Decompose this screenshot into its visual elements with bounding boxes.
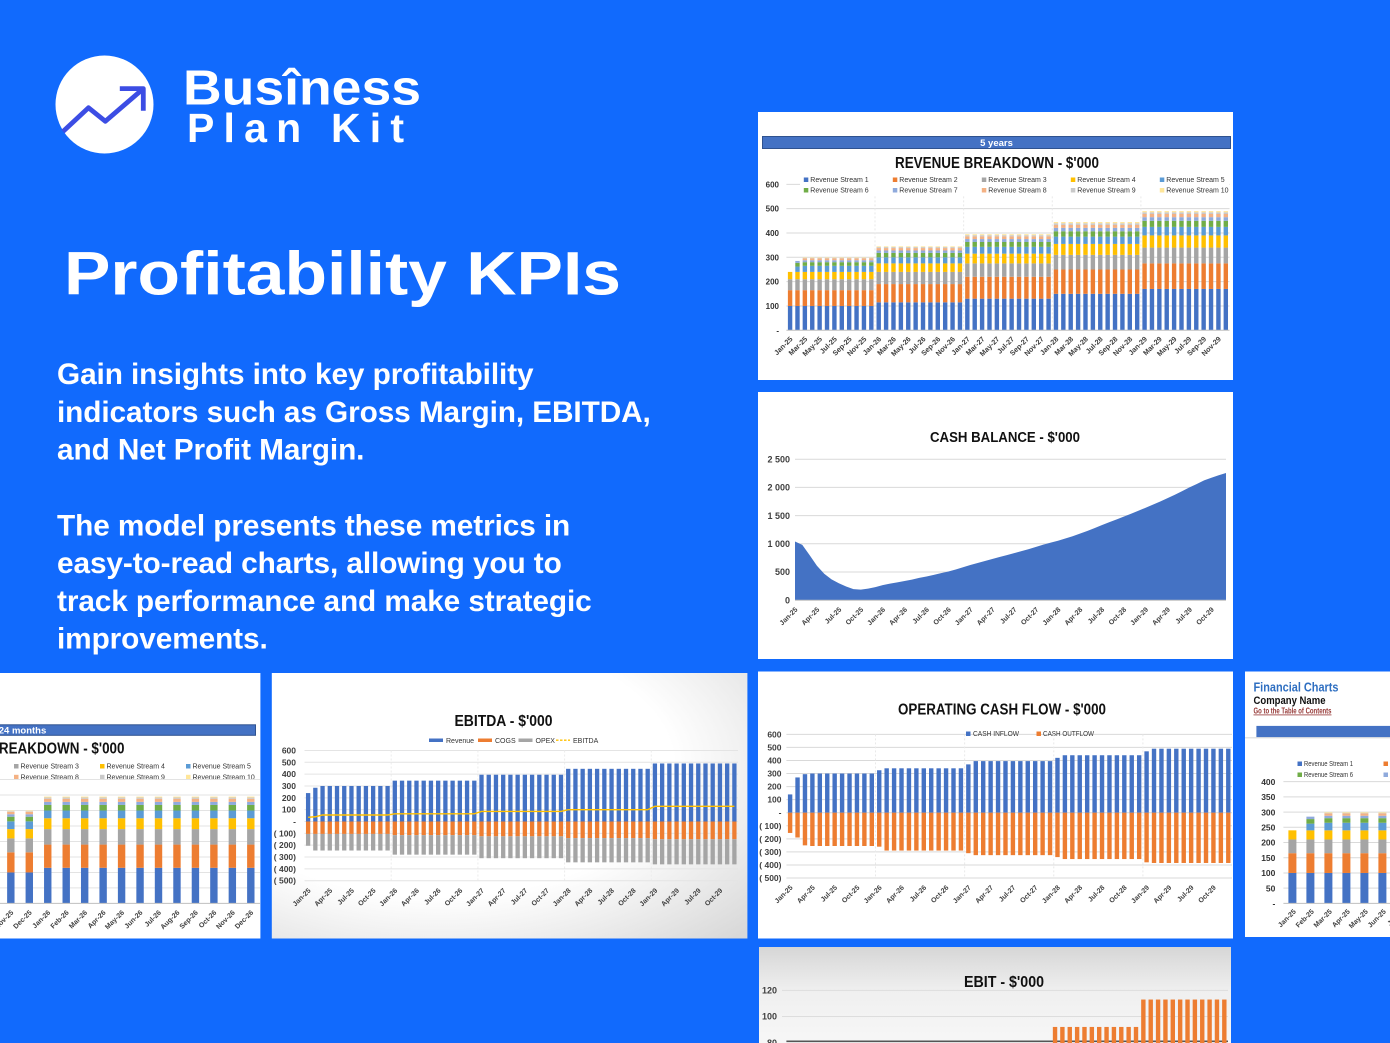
svg-text:Revenue Stream 6: Revenue Stream 6 xyxy=(1304,772,1353,779)
svg-text:EBIT - $'000: EBIT - $'000 xyxy=(964,974,1044,991)
svg-text:REVENUE BREAKDOWN - $'000: REVENUE BREAKDOWN - $'000 xyxy=(895,155,1099,172)
svg-text:easy-to-read charts, allowing: easy-to-read charts, allowing you to xyxy=(57,547,562,580)
svg-text:Revenue Stream 9: Revenue Stream 9 xyxy=(1077,188,1135,195)
svg-text:100: 100 xyxy=(766,302,780,311)
svg-text:Revenue Stream 3: Revenue Stream 3 xyxy=(988,177,1046,184)
svg-text:1 500: 1 500 xyxy=(767,511,790,521)
svg-text:24 months: 24 months xyxy=(0,726,46,737)
svg-text:250: 250 xyxy=(1261,823,1275,833)
svg-text:200: 200 xyxy=(766,278,780,287)
svg-text:100: 100 xyxy=(282,805,296,815)
svg-text:2 500: 2 500 xyxy=(767,454,790,464)
svg-text:120: 120 xyxy=(762,986,777,996)
svg-text:Financial Charts: Financial Charts xyxy=(1254,681,1339,695)
svg-text:REVENUE BREAKDOWN - $'000: REVENUE BREAKDOWN - $'000 xyxy=(0,741,125,758)
svg-text:( 200): ( 200) xyxy=(274,840,296,850)
svg-text:50: 50 xyxy=(1266,883,1276,893)
svg-text:Busîness: Busîness xyxy=(183,62,421,116)
svg-text:( 400): ( 400) xyxy=(759,860,781,870)
svg-text:Profitability KPIs: Profitability KPIs xyxy=(64,240,621,308)
svg-text:track performance and make str: track performance and make strategic xyxy=(57,585,592,618)
svg-text:Revenue Stream 9: Revenue Stream 9 xyxy=(107,774,165,781)
svg-text:Go to the Table of Contents: Go to the Table of Contents xyxy=(1254,707,1332,716)
svg-text:200: 200 xyxy=(282,793,296,803)
svg-text:5 years: 5 years xyxy=(980,138,1013,149)
svg-text:300: 300 xyxy=(766,253,780,262)
svg-text:100: 100 xyxy=(762,1012,777,1022)
svg-text:( 100): ( 100) xyxy=(759,821,781,831)
svg-text:Revenue Stream 5: Revenue Stream 5 xyxy=(1166,177,1224,184)
svg-text:-: - xyxy=(293,817,296,827)
svg-text:( 300): ( 300) xyxy=(759,847,781,857)
svg-text:Revenue Stream 8: Revenue Stream 8 xyxy=(21,774,79,781)
svg-text:0: 0 xyxy=(785,595,790,605)
svg-text:Revenue Stream 1: Revenue Stream 1 xyxy=(1304,761,1353,768)
svg-text:500: 500 xyxy=(767,742,781,752)
svg-text:( 500): ( 500) xyxy=(759,873,781,883)
svg-text:-: - xyxy=(1273,899,1276,909)
svg-text:350: 350 xyxy=(1261,792,1275,802)
svg-text:Revenue Stream 6: Revenue Stream 6 xyxy=(810,188,868,195)
svg-text:200: 200 xyxy=(767,782,781,792)
svg-text:Revenue Stream 10: Revenue Stream 10 xyxy=(193,774,255,781)
svg-text:Revenue Stream 7: Revenue Stream 7 xyxy=(899,188,957,195)
svg-text:Revenue Stream 1: Revenue Stream 1 xyxy=(810,177,868,184)
svg-text:300: 300 xyxy=(1261,807,1275,817)
svg-text:300: 300 xyxy=(282,781,296,791)
svg-text:COGS: COGS xyxy=(495,738,516,745)
svg-text:Revenue Stream 2: Revenue Stream 2 xyxy=(899,177,957,184)
svg-text:-: - xyxy=(779,808,782,818)
svg-text:Revenue Stream 8: Revenue Stream 8 xyxy=(988,188,1046,195)
svg-text:Revenue Stream 10: Revenue Stream 10 xyxy=(1166,188,1228,195)
svg-text:80: 80 xyxy=(767,1038,777,1043)
svg-text:EBITDA: EBITDA xyxy=(573,738,599,745)
svg-text:600: 600 xyxy=(766,180,780,189)
svg-text:( 200): ( 200) xyxy=(759,834,781,844)
svg-text:100: 100 xyxy=(1261,868,1275,878)
svg-text:600: 600 xyxy=(767,729,781,739)
svg-text:200: 200 xyxy=(1261,838,1275,848)
svg-text:The model presents these metri: The model presents these metrics in xyxy=(57,509,570,542)
svg-text:500: 500 xyxy=(775,567,790,577)
svg-text:Revenue Stream 3: Revenue Stream 3 xyxy=(21,764,79,771)
svg-text:CASH OUTFLOW: CASH OUTFLOW xyxy=(1043,731,1094,738)
svg-text:EBITDA - $'000: EBITDA - $'000 xyxy=(455,713,553,730)
svg-text:400: 400 xyxy=(282,769,296,779)
svg-text:300: 300 xyxy=(767,769,781,779)
svg-text:( 300): ( 300) xyxy=(274,852,296,862)
svg-text:( 100): ( 100) xyxy=(274,828,296,838)
svg-text:( 500): ( 500) xyxy=(274,876,296,886)
svg-text:Gain insights into key profita: Gain insights into key profitability xyxy=(57,358,534,391)
svg-text:Revenue Stream 4: Revenue Stream 4 xyxy=(1077,177,1135,184)
svg-text:and Net Profit Margin.: and Net Profit Margin. xyxy=(57,434,364,467)
svg-text:improvements.: improvements. xyxy=(57,623,268,656)
svg-text:CASH INFLOW: CASH INFLOW xyxy=(973,731,1019,738)
svg-text:Company Name: Company Name xyxy=(1254,695,1326,707)
svg-text:500: 500 xyxy=(282,757,296,767)
svg-text:indicators such as Gross Margi: indicators such as Gross Margin, EBITDA, xyxy=(57,396,651,429)
svg-text:400: 400 xyxy=(1261,777,1275,787)
svg-text:( 400): ( 400) xyxy=(274,864,296,874)
svg-text:Revenue Stream 5: Revenue Stream 5 xyxy=(193,764,251,771)
svg-text:600: 600 xyxy=(282,745,296,755)
svg-text:500: 500 xyxy=(766,205,780,214)
svg-text:400: 400 xyxy=(767,755,781,765)
svg-text:1 000: 1 000 xyxy=(767,539,790,549)
svg-text:150: 150 xyxy=(1261,853,1275,863)
svg-text:100: 100 xyxy=(767,795,781,805)
svg-text:400: 400 xyxy=(766,229,780,238)
svg-text:CASH BALANCE - $'000: CASH BALANCE - $'000 xyxy=(930,430,1080,446)
svg-text:OPEX: OPEX xyxy=(536,738,556,745)
svg-text:-: - xyxy=(776,326,779,335)
svg-text:2 000: 2 000 xyxy=(767,483,790,493)
svg-text:Revenue: Revenue xyxy=(446,738,474,745)
svg-text:Revenue Stream 4: Revenue Stream 4 xyxy=(107,764,165,771)
svg-text:OPERATING CASH FLOW - $'000: OPERATING CASH FLOW - $'000 xyxy=(898,702,1106,719)
